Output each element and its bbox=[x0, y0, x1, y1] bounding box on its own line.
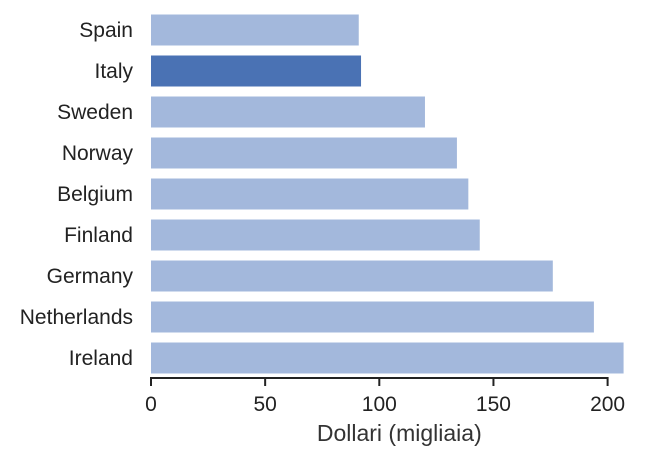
category-label-sweden: Sweden bbox=[57, 101, 133, 124]
category-label-ireland: Ireland bbox=[69, 347, 133, 370]
bar-italy bbox=[151, 55, 362, 87]
x-axis-title: Dollari (migliaia) bbox=[317, 420, 482, 446]
category-label-finland: Finland bbox=[64, 224, 133, 247]
bar-norway bbox=[151, 137, 457, 169]
x-tick-label-150: 150 bbox=[476, 393, 511, 416]
bar-belgium bbox=[151, 178, 469, 210]
bar-netherlands bbox=[151, 301, 594, 333]
x-axis-ticks: 0 50 100 150 200 bbox=[145, 377, 625, 416]
bar-finland bbox=[151, 219, 480, 251]
category-label-belgium: Belgium bbox=[57, 183, 133, 206]
category-label-netherlands: Netherlands bbox=[20, 306, 133, 329]
category-label-italy: Italy bbox=[94, 60, 133, 83]
bar-sweden bbox=[151, 96, 425, 128]
category-label-germany: Germany bbox=[47, 265, 134, 288]
x-tick-label-50: 50 bbox=[253, 393, 276, 416]
category-label-spain: Spain bbox=[79, 19, 133, 42]
bar-spain bbox=[151, 14, 359, 46]
bars-layer bbox=[151, 14, 624, 374]
bar-germany bbox=[151, 260, 553, 292]
category-labels: Spain Italy Sweden Norway Belgium Finland Germ… bbox=[20, 19, 134, 370]
x-tick-label-0: 0 bbox=[145, 393, 157, 416]
x-tick-label-200: 200 bbox=[590, 393, 625, 416]
category-label-norway: Norway bbox=[62, 142, 134, 165]
bar-ireland bbox=[151, 342, 624, 374]
x-tick-label-100: 100 bbox=[362, 393, 397, 416]
